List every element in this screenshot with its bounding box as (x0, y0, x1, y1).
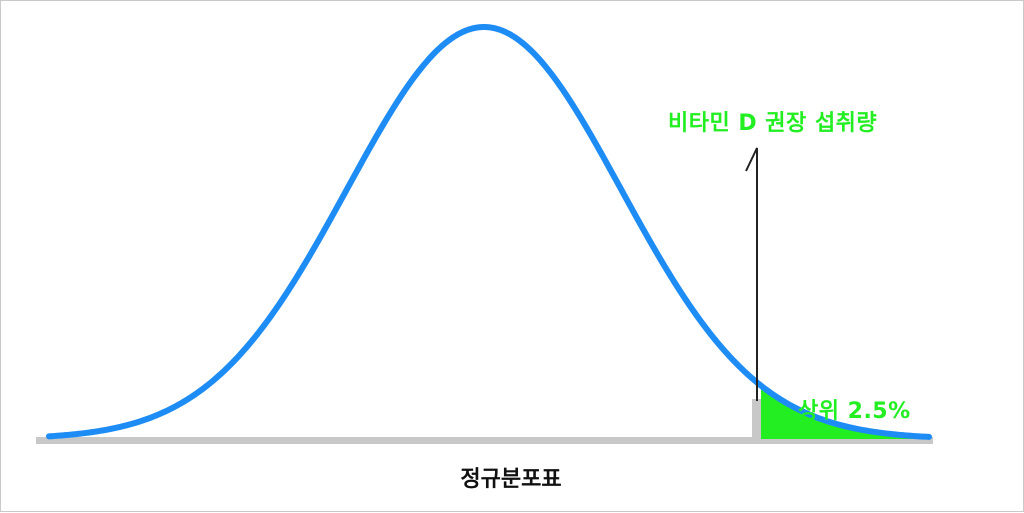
axis-label: 정규분포표 (1, 461, 1024, 493)
threshold-pointer-line (745, 147, 758, 401)
x-axis-baseline (36, 437, 933, 444)
bell-curve (46, 24, 932, 440)
cutoff-marker (752, 399, 761, 444)
upper-tail-area (761, 385, 929, 439)
axis-label-text: 정규분포표 (460, 467, 562, 492)
upper-tail-label: 상위 2.5% (798, 399, 911, 424)
threshold-label: 비타민 D 권장 섭취량 (668, 111, 878, 136)
